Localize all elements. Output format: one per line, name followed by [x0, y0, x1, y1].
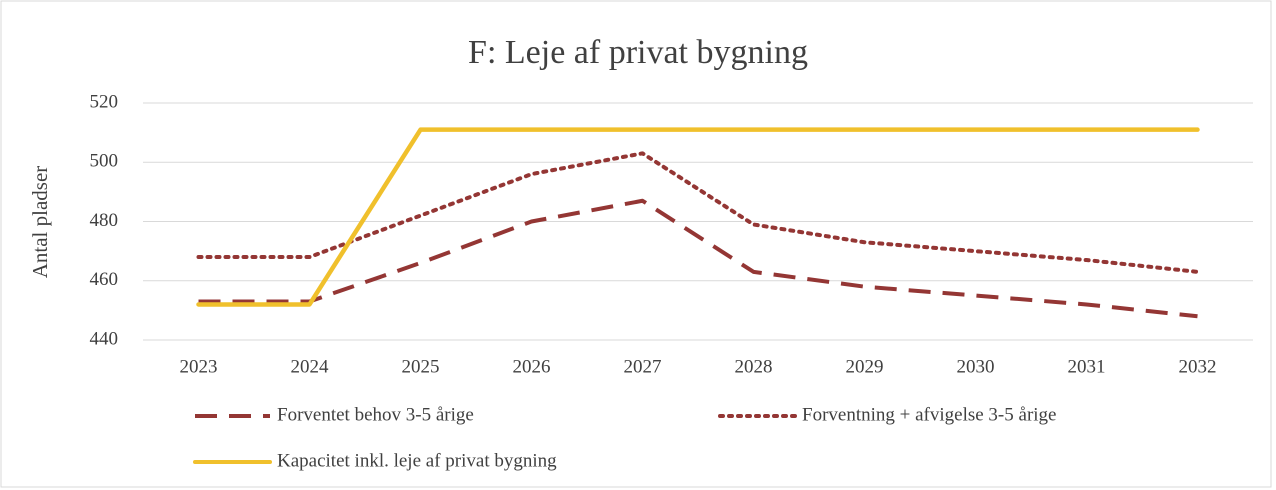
- x-tick-label: 2029: [846, 356, 884, 377]
- y-tick-label: 520: [90, 91, 119, 112]
- line-series: [196, 151, 1200, 274]
- y-tick-label: 480: [90, 210, 119, 231]
- x-tick-label: 2027: [624, 356, 662, 377]
- x-tick-label: 2028: [735, 356, 773, 377]
- y-axis-label: Antal pladser: [28, 166, 52, 279]
- x-tick-label: 2030: [957, 356, 995, 377]
- x-tick-label: 2024: [291, 356, 330, 377]
- chart-title: F: Leje af privat bygning: [468, 34, 808, 71]
- legend-label: Forventning + afvigelse 3-5 årige: [802, 404, 1056, 425]
- legend-label: Kapacitet inkl. leje af privat bygning: [277, 450, 557, 471]
- legend-label: Forventet behov 3-5 årige: [277, 404, 474, 425]
- x-tick-label: 2023: [180, 356, 218, 377]
- x-tick-label: 2032: [1179, 356, 1217, 377]
- y-tick-label: 460: [90, 269, 119, 290]
- y-tick-label: 440: [90, 328, 119, 349]
- x-tick-label: 2026: [513, 356, 551, 377]
- x-tick-label: 2031: [1068, 356, 1106, 377]
- x-tick-label: 2025: [402, 356, 440, 377]
- line-series: [196, 127, 1200, 307]
- line-series: [198, 198, 1198, 319]
- y-tick-label: 500: [90, 151, 119, 172]
